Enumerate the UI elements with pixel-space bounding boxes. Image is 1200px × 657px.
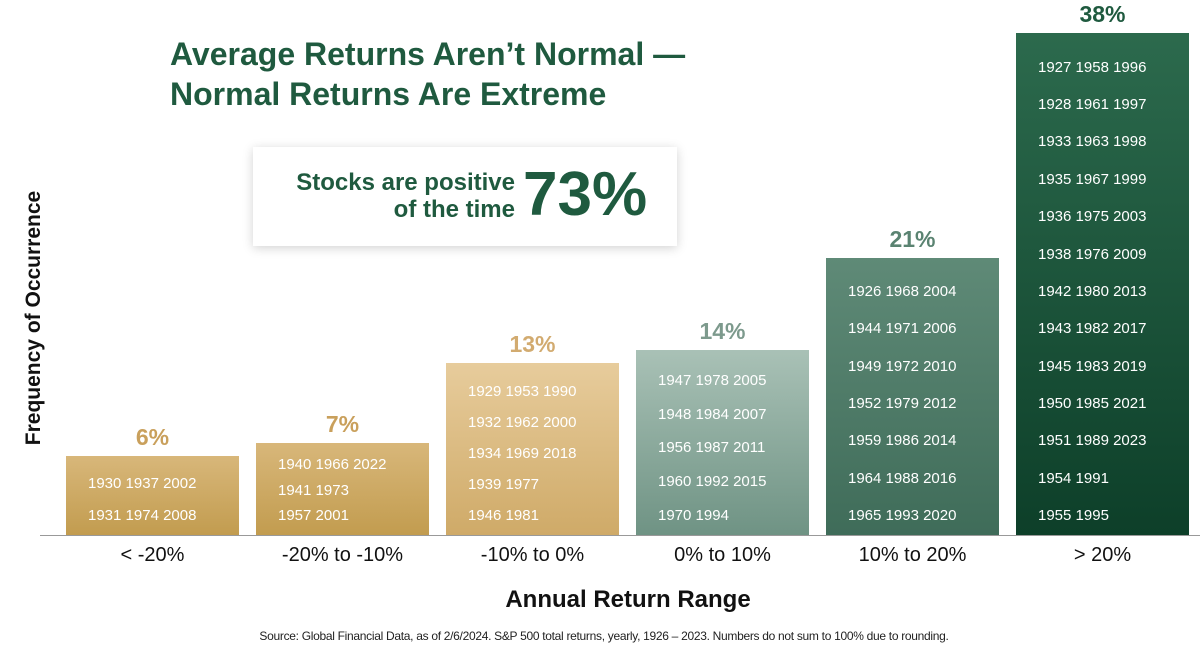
callout-line-1: Stocks are positive <box>296 169 515 196</box>
bar <box>826 257 999 535</box>
year-list-line: 1947 1978 2005 <box>658 371 767 389</box>
year-list-line: 1940 1966 2022 <box>278 456 387 474</box>
year-list-line: 1927 1958 1996 <box>1038 58 1147 76</box>
bar-value-label: 21% <box>889 225 936 252</box>
year-list-line: 1949 1972 2010 <box>848 357 957 375</box>
bar-value-label: 7% <box>325 410 360 437</box>
year-list-line: 1955 1995 <box>1038 507 1109 524</box>
year-list-line: 1951 1989 2023 <box>1038 432 1147 450</box>
year-list-line: 1952 1979 2012 <box>848 395 957 413</box>
year-list-line: 1926 1968 2004 <box>848 283 957 301</box>
chart-title: Average Returns Aren’t Normal — Normal R… <box>170 34 870 114</box>
year-list-line: 1931 1974 2008 <box>88 507 197 524</box>
year-list-line: 1964 1988 2016 <box>848 469 957 487</box>
year-list-line: 1946 1981 <box>468 507 539 524</box>
year-list-line: 1957 2001 <box>278 507 349 524</box>
callout-text: Stocks are positive of the time <box>255 169 515 223</box>
category-label: -20% to -10% <box>281 544 404 566</box>
year-list-line: 1932 1962 2000 <box>468 413 577 431</box>
year-list-line: 1959 1986 2014 <box>848 432 957 450</box>
year-list-line: 1970 1994 <box>658 507 729 524</box>
x-axis-line <box>40 535 1200 536</box>
bar-value-label: 6% <box>135 423 170 450</box>
year-list-line: 1935 1967 1999 <box>1038 170 1147 188</box>
year-list-line: 1941 1973 <box>278 481 349 499</box>
year-list-line: 1933 1963 1998 <box>1038 133 1147 151</box>
bar <box>636 350 809 535</box>
title-line-2: Normal Returns Are Extreme <box>170 76 607 112</box>
category-label: > 20% <box>1073 544 1132 566</box>
year-list-line: 1928 1961 1997 <box>1038 96 1147 114</box>
bar-value-label: 13% <box>509 331 556 358</box>
year-list-line: 1960 1992 2015 <box>658 473 767 491</box>
year-list-line: 1950 1985 2021 <box>1038 394 1147 412</box>
callout-percent: 73% <box>523 160 648 229</box>
bar-value-label: 14% <box>699 318 746 345</box>
source-note: Source: Global Financial Data, as of 2/6… <box>259 629 949 643</box>
year-list-line: 1943 1982 2017 <box>1038 320 1147 338</box>
bar <box>66 455 239 535</box>
year-list-line: 1965 1993 2020 <box>848 507 957 524</box>
callout-line-2: of the time <box>393 196 515 223</box>
bar <box>256 442 429 535</box>
year-list-line: 1936 1975 2003 <box>1038 208 1147 226</box>
year-list-line: 1944 1971 2006 <box>848 320 957 338</box>
year-list-line: 1930 1937 2002 <box>88 475 197 493</box>
year-list-line: 1954 1991 <box>1038 469 1109 487</box>
year-list-line: 1939 1977 <box>468 475 539 493</box>
category-label: < -20% <box>120 544 185 566</box>
bar-value-label: 38% <box>1079 1 1126 28</box>
year-list-line: 1934 1969 2018 <box>468 444 577 462</box>
bar <box>1016 33 1189 535</box>
year-list-line: 1929 1953 1990 <box>468 382 577 400</box>
category-label: -10% to 0% <box>480 544 585 566</box>
year-list-line: 1945 1983 2019 <box>1038 357 1147 375</box>
positive-callout-box: Stocks are positive of the time 73% <box>253 147 677 246</box>
x-axis-label: Annual Return Range <box>505 586 751 613</box>
bar <box>446 363 619 535</box>
year-list-line: 1942 1980 2013 <box>1038 282 1147 300</box>
year-list-line: 1948 1984 2007 <box>658 405 767 423</box>
category-label: 10% to 20% <box>858 544 967 566</box>
category-label: 0% to 10% <box>674 544 771 566</box>
year-list-line: 1956 1987 2011 <box>658 439 766 457</box>
year-list-line: 1938 1976 2009 <box>1038 245 1147 263</box>
title-line-1: Average Returns Aren’t Normal — <box>170 36 686 72</box>
